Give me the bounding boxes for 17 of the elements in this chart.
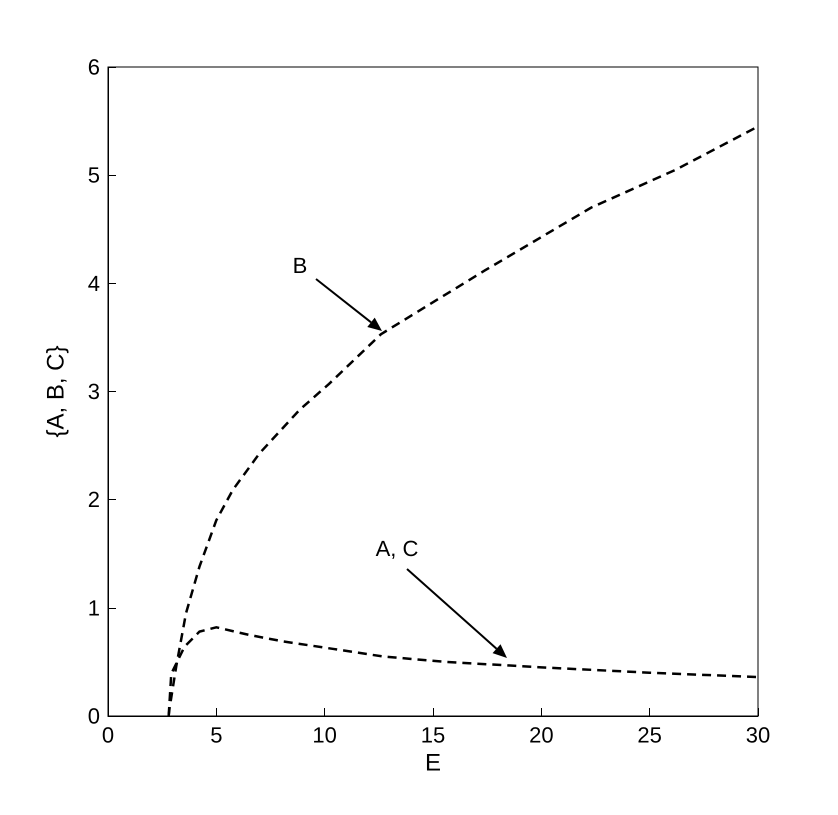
y-axis-title: {A, B, C}: [42, 345, 70, 438]
annotation: B: [292, 253, 308, 278]
y-tick-label: 4: [88, 270, 100, 296]
x-tick-label: 10: [312, 722, 337, 748]
y-tick-label: 0: [88, 704, 100, 728]
x-tick-label: 30: [746, 722, 770, 748]
annotation: A, C: [376, 536, 418, 561]
y-tick-label: 2: [88, 487, 100, 512]
y-tick-label: 6: [88, 54, 100, 80]
x-tick-label: 5: [210, 722, 222, 748]
x-axis-title: E: [424, 749, 442, 776]
y-tick-label: 3: [88, 379, 100, 404]
x-tick-label: 15: [420, 722, 446, 748]
x-tick-label: 20: [529, 722, 554, 748]
x-tick-label: 25: [637, 722, 662, 748]
y-tick-label: 5: [88, 162, 100, 188]
y-tick-label: 1: [88, 595, 100, 620]
